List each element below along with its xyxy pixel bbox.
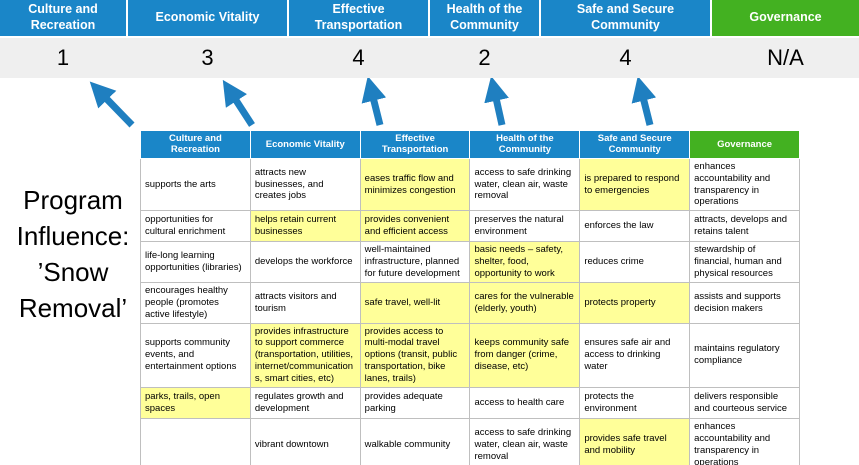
summary-score: 2 xyxy=(478,45,491,70)
table-cell: develops the workforce xyxy=(249,241,361,283)
column-header: Culture and Recreation xyxy=(140,130,251,159)
table-cell: cares for the vulnerable (elderly, youth… xyxy=(469,281,581,324)
table-cell xyxy=(140,417,251,465)
table-cell: provides adequate parking xyxy=(359,386,471,419)
table-row: supports community events, and entertain… xyxy=(140,322,800,388)
column-header: Governance xyxy=(689,130,800,159)
table-cell: parks, trails, open spaces xyxy=(140,386,251,419)
column-header: Effective Transportation xyxy=(359,130,471,159)
arrow-icon xyxy=(484,78,509,126)
summary-score: 3 xyxy=(201,45,214,70)
table-cell: walkable community xyxy=(359,417,471,465)
table-header-row: Culture and Recreation Economic Vitality E… xyxy=(140,130,800,159)
table-cell: access to safe drinking water, clean air… xyxy=(469,417,581,465)
column-header: Economic Vitality xyxy=(249,130,361,159)
table-cell: eases traffic flow and minimizes congest… xyxy=(359,157,471,212)
arrow-icon xyxy=(222,79,255,127)
summary-header: Governance xyxy=(712,0,859,36)
summary-score: N/A xyxy=(767,45,804,70)
table-cell: well-maintained infrastructure, planned … xyxy=(359,241,471,283)
table-cell: supports the arts xyxy=(140,157,251,212)
summary-header: Effective Transportation xyxy=(289,0,428,36)
arrow-icon xyxy=(361,78,387,126)
table-cell: keeps community safe from danger (crime,… xyxy=(469,322,581,388)
arrow-icon xyxy=(631,78,657,126)
table-cell: is prepared to respond to emergencies xyxy=(579,157,691,212)
summary-score: 1 xyxy=(56,45,70,70)
table-cell: enhances accountability and transparency… xyxy=(689,157,800,212)
table-row: parks, trails, open spaces regulates grow… xyxy=(140,386,800,419)
table-row: life-long learning opportunities (librar… xyxy=(140,241,800,283)
table-cell: regulates growth and development xyxy=(249,386,361,419)
table-cell: provides infrastructure to support comme… xyxy=(249,322,361,388)
summary-header-row: Culture and Recreation Economic Vitality E… xyxy=(0,0,859,36)
column-header: Safe and Secure Community xyxy=(579,130,691,159)
table-cell: delivers responsible and courteous servi… xyxy=(689,386,800,419)
column-header: Health of the Community xyxy=(469,130,581,159)
table-cell: attracts, develops and retains talent xyxy=(689,210,800,243)
table-cell: attracts visitors and tourism xyxy=(249,281,361,324)
table-cell: access to health care xyxy=(469,386,581,419)
summary-header: Safe and Secure Community xyxy=(541,0,710,36)
table-cell: assists and supports decision makers xyxy=(689,281,800,324)
table-cell: supports community events, and entertain… xyxy=(140,322,251,388)
table-cell: provides safe travel and mobility xyxy=(579,417,691,465)
table-cell: enforces the law xyxy=(579,210,691,243)
table-cell: stewardship of financial, human and phys… xyxy=(689,241,800,283)
table-cell: reduces crime xyxy=(579,241,691,283)
table-row: vibrant downtown walkable community access… xyxy=(140,417,800,465)
table-cell: helps retain current businesses xyxy=(249,210,361,243)
table-cell: vibrant downtown xyxy=(249,417,361,465)
table-row: encourages healthy people (promotes acti… xyxy=(140,281,800,324)
table-cell: basic needs – safety, shelter, food, opp… xyxy=(469,241,581,283)
table-body: supports the arts attracts new businesses… xyxy=(140,157,800,465)
table-cell: ensures safe air and access to drinking … xyxy=(579,322,691,388)
table-cell: safe travel, well-lit xyxy=(359,281,471,324)
table-cell: maintains regulatory compliance xyxy=(689,322,800,388)
table-cell: provides access to multi-modal travel op… xyxy=(359,322,471,388)
arrow-icon xyxy=(89,81,135,128)
score-arrows xyxy=(89,78,657,128)
table-cell: enhances accountability and transparency… xyxy=(689,417,800,465)
table-cell: access to safe drinking water, clean air… xyxy=(469,157,581,212)
summary-header: Health of the Community xyxy=(430,0,539,36)
table-cell: opportunities for cultural enrichment xyxy=(140,210,251,243)
program-title: Program Influence: ’Snow Removal’ xyxy=(16,185,130,323)
summary-header: Economic Vitality xyxy=(128,0,287,36)
summary-score: 4 xyxy=(352,45,365,70)
table-cell: protects property xyxy=(579,281,691,324)
table-row: opportunities for cultural enrichment hel… xyxy=(140,210,800,243)
summary-score: 4 xyxy=(619,45,632,70)
table-cell: encourages healthy people (promotes acti… xyxy=(140,281,251,324)
table-cell: attracts new businesses, and creates job… xyxy=(249,157,361,212)
table-cell: preserves the natural environment xyxy=(469,210,581,243)
influence-table: Culture and Recreation Economic Vitality E… xyxy=(140,130,800,465)
summary-score-row: 1 3 4 2 4 N/A xyxy=(0,38,859,78)
table-cell: life-long learning opportunities (librar… xyxy=(140,241,251,283)
table-row: supports the arts attracts new businesses… xyxy=(140,157,800,212)
table-cell: provides convenient and efficient access xyxy=(359,210,471,243)
table-cell: protects the environment xyxy=(579,386,691,419)
summary-header: Culture and Recreation xyxy=(0,0,126,36)
